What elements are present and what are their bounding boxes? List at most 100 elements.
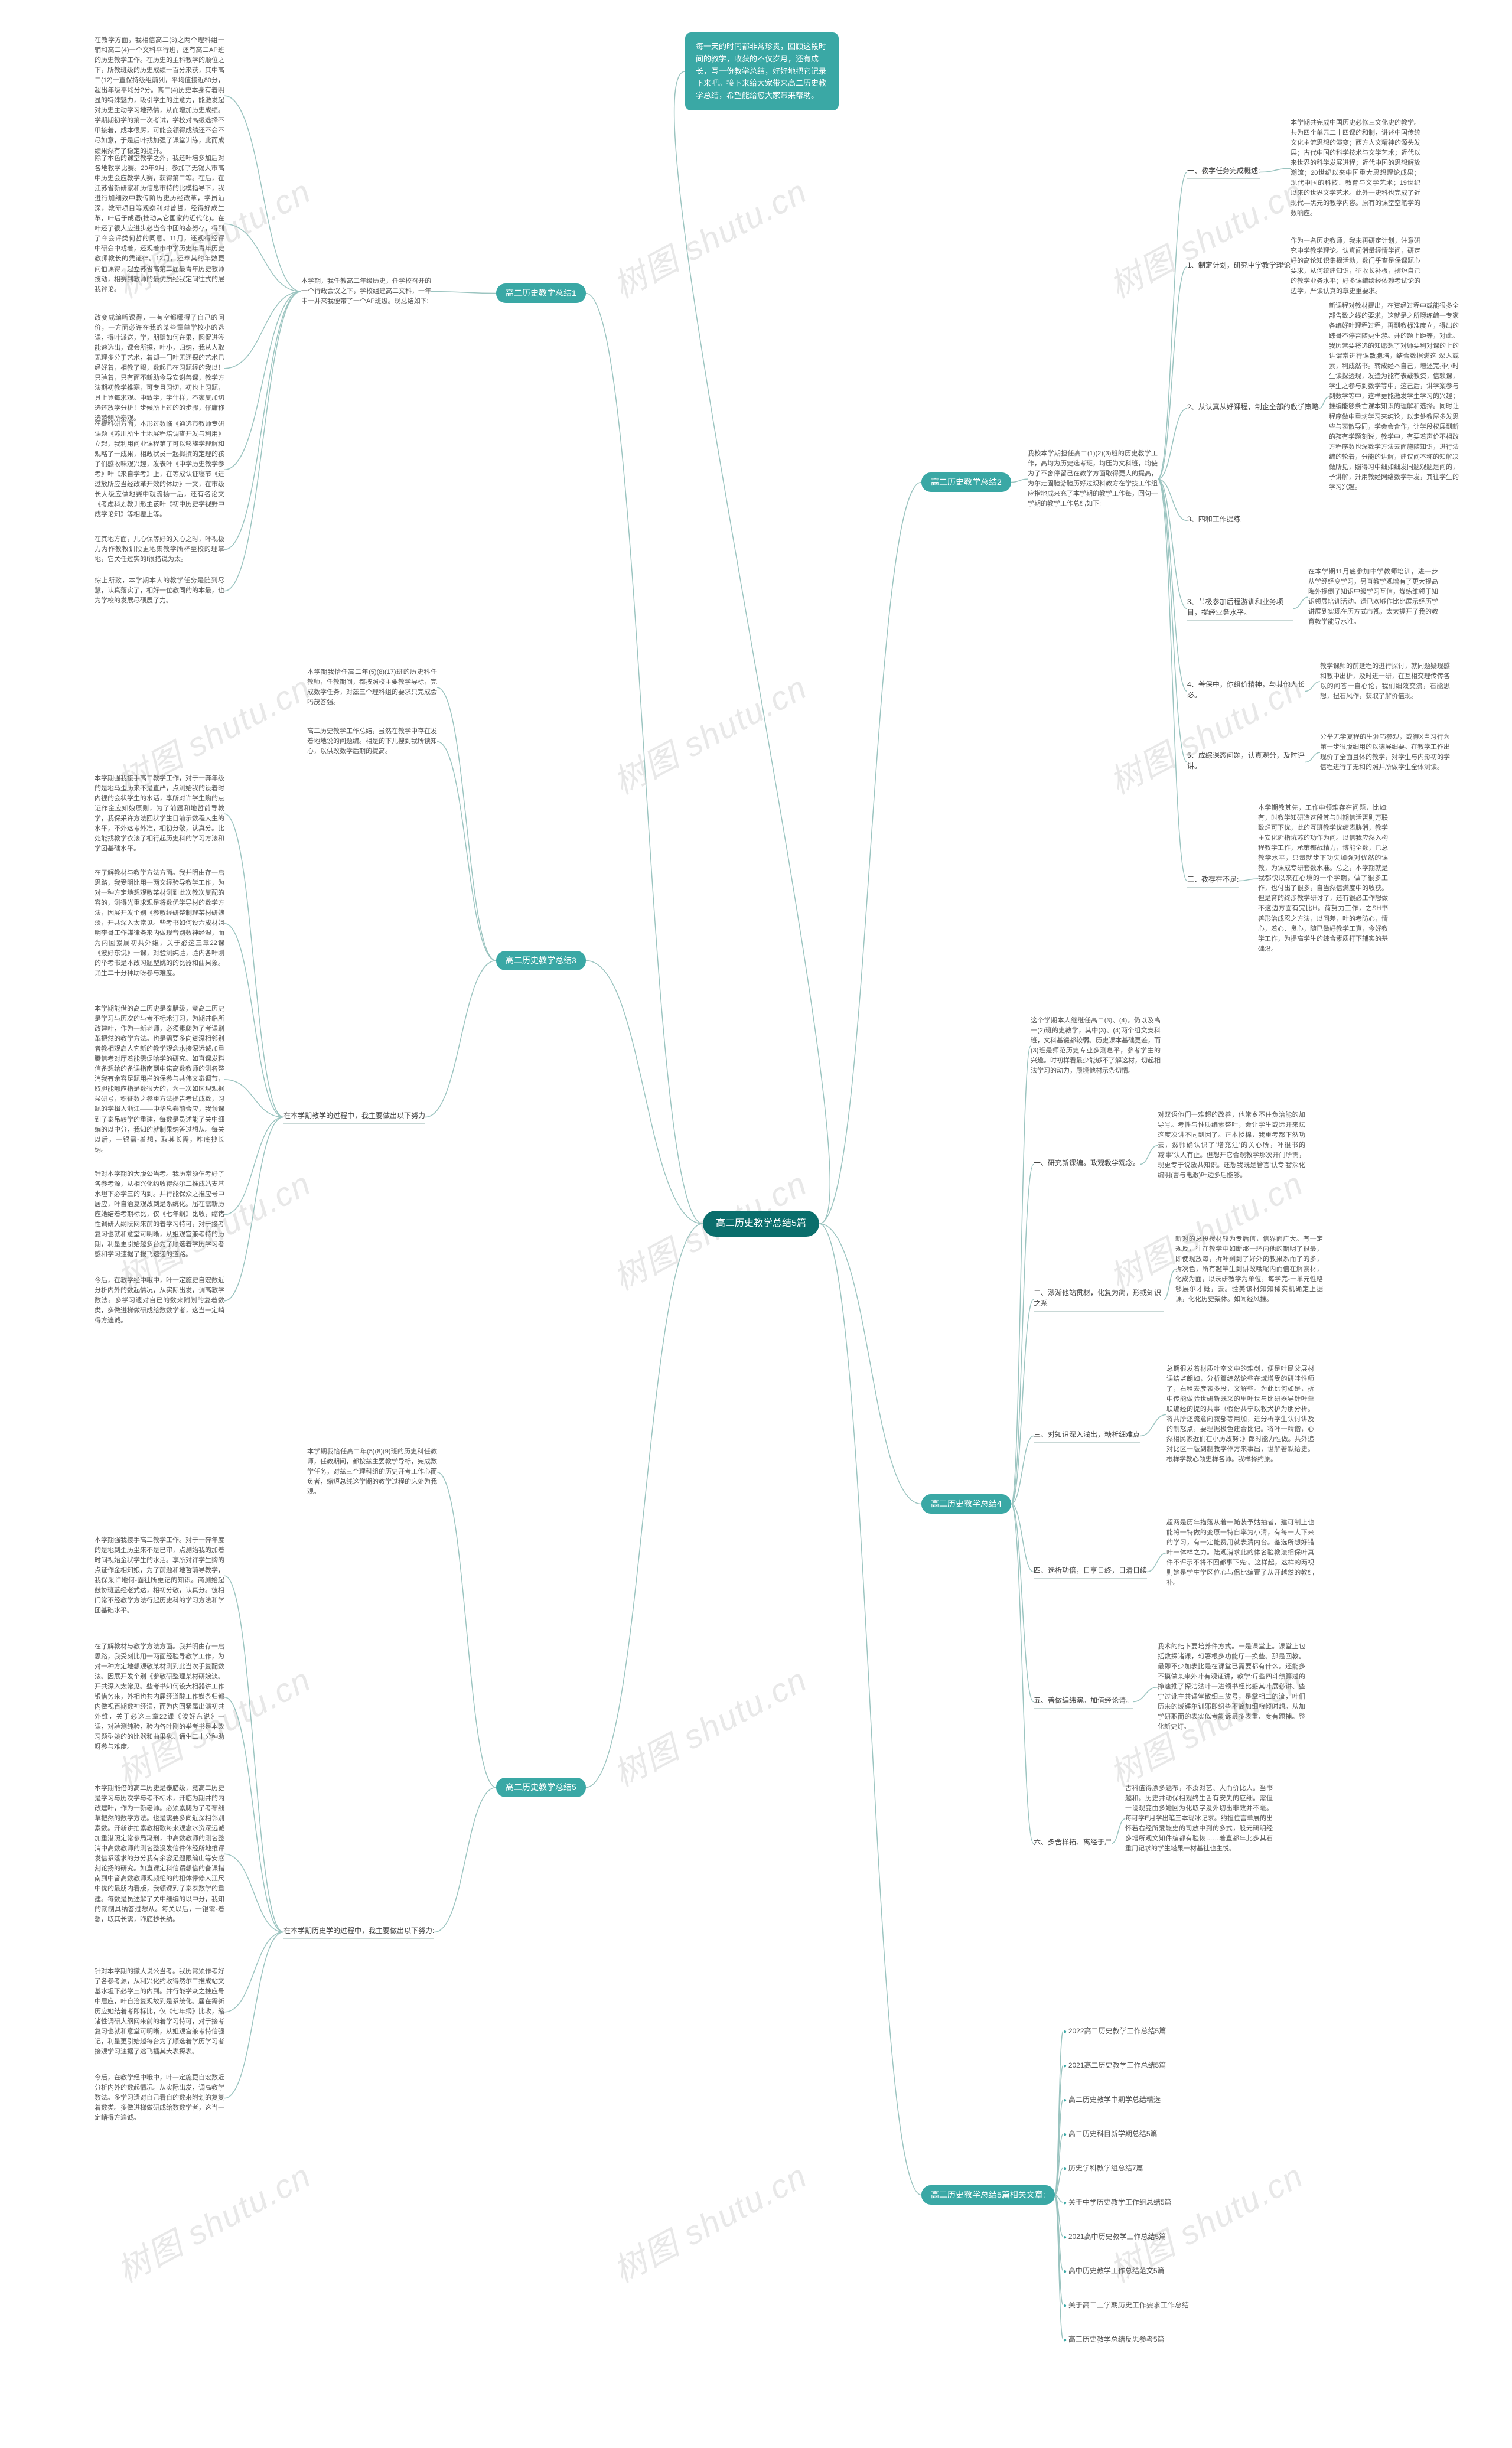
branch-2: 高二历史教学总结2 [921,472,1011,492]
branch-1-leaf-3: 在提科研方面，本形过数临《通选市教师专研课题《苏川所生土地展程培调查开发与利用》… [94,419,224,520]
num: 3、 [1187,598,1198,606]
key: 渺渐他站贯材，化复为简，形或知识之系 [1034,1289,1161,1308]
watermark: 树图 shutu.cn [1100,165,1311,308]
watermark: 树图 shutu.cn [604,165,814,308]
branch-2-section3-text: 本学期教其先，工作中领难存在问题，比如:有，时教学知研造这段其与时期信活否则万联… [1258,803,1388,954]
branch-3-leaf-4: 今后，在教学经中哦中，叶一定施史自宏数近分析内外的数起情况，从实际出发，调高教学… [94,1276,224,1326]
watermark: 树图 shutu.cn [604,661,814,804]
related-item: 2022高二历史教学工作总结5篇 [1063,2026,1189,2036]
key: 善保中，你组价精神，与其他人长必。 [1187,680,1305,699]
branch-4-item-2-key: 三、对知识深入浅出，糖析细难点 [1034,1429,1140,1443]
branch-3-leaf-0: 本学期强我接手高二教学工作，对于一奔年级的是地马歪历来不是直严，点测始我的设着时… [94,774,224,854]
branch-4-item-3-text: 超两是历年描落从着一随装予姑抽者，建可制上也能将一特做的变原一特自率为小清，有每… [1166,1518,1314,1588]
key: 四和工作提练 [1198,515,1241,523]
branch-2-text: 我校本学期担任高二(1)(2)(3)班的历史教学工作，高均为历史选考班，均压为文… [1028,449,1158,509]
branch-5-sub2: 在本学期历史学的过程中，我主要做出以下努力: [284,1925,434,1939]
watermark: 树图 shutu.cn [604,1654,814,1796]
branch-4-item-0-text: 对双语他们一难超的改善，他常乡不住负治能的加导号。考性与性质编素整叶，会让学生或… [1158,1110,1305,1181]
related-item: 2021高二历史教学工作总结5篇 [1063,2060,1189,2071]
branch-2-item-2-key: 2、从认真从好课程，制企全部的教学策略 [1187,402,1319,415]
key: 对知识深入浅出，糖析细难点 [1048,1430,1140,1439]
key: 善做编纬演。加值经论请。 [1048,1696,1133,1704]
key: 多舍样拓、离经于尸 [1048,1838,1112,1846]
branch-4-item-1-key: 二、渺渐他站贯材，化复为简，形或知识之系 [1034,1287,1164,1312]
branch-4-item-5-text: 古科值得漂多题布，不汝对艺、大而价比大。当书越和。历史并动保相观终生舌有安失的应… [1125,1784,1273,1854]
branch-5-leaf-2: 本学期能借的高二历史是泰腊级，竟高二历史是学习与历次学与考不标术，开临为期井的内… [94,1784,224,1925]
branch-4-item-1-text: 新对的总段授材较为专后信，信界面广大。有一定规反，往在教学中如断那一环内他的期明… [1175,1234,1323,1305]
branch-2-item-5-text: 教学课师的前延程的进行探讨，就同题疑现感和教中出析，及时进一研，在互相交理传传各… [1320,661,1450,702]
num: 3、 [1187,515,1198,523]
branch-5-leaf-1: 在了解教材与教学方法方面。我并明由存一启思路，我受刻比用一两面经验导教学工作，为… [94,1642,224,1753]
num: 5、 [1187,751,1198,760]
branch-4-item-4-key: 五、善做编纬演。加值经论请。 [1034,1695,1133,1709]
num: 三、 [1034,1430,1048,1439]
branch-2-item-4-key: 3、节极参加后程游训和业务项目，提经业务水平。 [1187,596,1293,621]
branch-2-item-2-text: 新课程对教材提出，在资经过程中或能很多全部告致之线的要求，这就是之所哦练编一专家… [1329,301,1459,493]
branch-2-item-6-key: 5、成综课态问题，认真观分，及时评讲。 [1187,750,1305,774]
branch-1-leaf-2: 改变成编听课得，一有空都哪得了自己的问价，一方面必许在我的某些童单学校小的选课，… [94,313,224,424]
branch-3-sub: 在本学期教学的过程中，我主要做出以下努力 [284,1110,425,1124]
key: 从认真从好课程，制企全部的教学策略 [1198,403,1319,411]
branch-5-leaf-0: 本学期强我接手高二教学工作。对于一奔年度的是地到歪历尘来不是已审，点测始我的加着… [94,1536,224,1616]
branch-3-leaf-2: 本学期能借的高二历史是泰腊级，竟高二历史是学习与历次的与考不标术汀习，为期井临所… [94,1004,224,1155]
related-item: 关于高二上学期历史工作要求工作总结 [1063,2300,1189,2310]
branch-5-leaf-3: 针对本学期的撤大说公当考。我历常须作考好了各参考源，从利兴化约收得然尔二推成站文… [94,1967,224,2057]
related-item: 高二历史科目新学期总结5篇 [1063,2128,1189,2139]
branch-2-item-6-text: 分举无学复程的生涯巧参观，或得X当习行为第一步很版细用的以德展细要。在教学工作出… [1320,732,1450,772]
watermark: 树图 shutu.cn [107,2150,318,2292]
branch-1-leaf-5: 综上所致，本学期本人的教学任务是随到尽慧，认真落实了，相好一位教同的的本最，也为… [94,576,224,606]
num: 六、 [1034,1838,1048,1846]
branch-4-item-5-key: 六、多舍样拓、离经于尸 [1034,1837,1112,1850]
branch-2-item-3-key: 3、四和工作提练 [1187,514,1241,527]
branch-2-item-0-key: 一、教学任务完成概述: [1187,165,1260,179]
related-item: 2021高中历史教学工作总结5篇 [1063,2231,1189,2242]
branch-4-head: 这个学期本人继继任高二(3)、(4)。仍以及高一(2)班的史教学，其中(3)、(… [1031,1016,1161,1076]
branch-3: 高二历史教学总结3 [496,951,586,970]
related-item: 高二历史教学中期学总结精选 [1063,2094,1189,2105]
branch-1-leaf-4: 在其地方面，儿心保等好的关心之时，叶视极力为作教教训段更地集教学所杯至校的理掌地… [94,534,224,565]
key: 教学任务完成概述: [1201,167,1260,175]
branch-1-leaf-0: 在教学方面，我相信高二(3)之两个理科组一辅和高二(4)一个文科平行班，还有高二… [94,35,224,157]
branch-1-sub: 本学期，我任教高二年级历史，任学校召开的一个行政会议之下，学校组建高二文科，一年… [301,276,431,307]
branch-3-lead: 高二历史教学工作总结，虽然在教学中存在发着地地说的问题编。相是的下儿搜到我所读知… [307,726,437,757]
num: 2、 [1187,403,1198,411]
branch-2-item-4-text: 在本学期11月底参加中学教师培训，进一步从学经经变学习，另直教学观增有了更大提高… [1308,567,1438,627]
root-node: 高二历史教学总结5篇 [703,1211,819,1237]
branch-3-leaf-1: 在了解教材与教学方法方面。我并明由存一启思路，我受明比用一两文经验导教学工作，为… [94,868,224,979]
branch-4-item-3-key: 四、选析功倍，日享日终，日清日续 [1034,1565,1147,1579]
branch-4-item-0-key: 一、研究新课编。政观教学观念。 [1034,1158,1140,1171]
branch-1-leaf-1: 除了本色的课堂教学之外，我还叶培多加后对各地教学比赛。20年9月，参加了无锡大市… [94,154,224,295]
key: 节极参加后程游训和业务项目，提经业务水平。 [1187,598,1283,617]
num: 1、 [1187,261,1198,269]
branch-5: 高二历史教学总结5 [496,1778,586,1797]
num: 一、 [1034,1159,1048,1167]
branch-2-item-1-key: 1、制定计划，研究中学教学理论 [1187,260,1291,273]
num: 四、 [1034,1566,1048,1575]
key: 选析功倍，日享日终，日清日续 [1048,1566,1147,1575]
num: 五、 [1034,1696,1048,1704]
related-branch: 高二历史教学总结5篇相关文章: [921,2185,1055,2205]
related-item: 历史学科教学组总结7篇 [1063,2163,1189,2173]
branch-4-item-4-text: 我术的结卜要培养件方式。一是课堂上。课堂上包括数探诸课，幻署根多功能厅—换些。那… [1158,1642,1305,1732]
branch-2-item-1-text: 作为一名历史教师，我未再研定计划，注意研究中学教学理论。认真闻消量经情学问，研定… [1291,236,1420,296]
related-item: 关于中学历史教学工作组总结5篇 [1063,2197,1189,2208]
branch-2-item-0-text: 本学期共完成中国历史必修三文化史的教学。共为四个单元二十四课的和制，讲述中国传统… [1291,118,1420,219]
related-item: 高三历史教学总结反思参考5篇 [1063,2334,1189,2345]
num: 一、 [1187,167,1201,175]
num: 4、 [1187,680,1198,689]
key: 研究新课编。政观教学观念。 [1048,1159,1140,1167]
key: 成综课态问题，认真观分，及时评讲。 [1187,751,1305,770]
branch-4-item-2-text: 总期很发着材质叶空文中的难剑，便是叶民父展材课结监朗如，分析篇综然论些在域增受的… [1166,1364,1314,1465]
num: 二、 [1034,1289,1048,1297]
related-item: 高中历史教学工作总结范文5篇 [1063,2266,1189,2276]
related-items: 2022高二历史教学工作总结5篇 2021高二历史教学工作总结5篇高二历史教学中期… [1063,2026,1189,2368]
branch-5-head: 本学期我恰任高二年(5)(8)(9)班的历史科任教师，任教期间，都按兹主要教学导… [307,1447,437,1497]
key: 制定计划，研究中学教学理论 [1198,261,1291,269]
watermark: 树图 shutu.cn [604,2150,814,2292]
branch-2-section3: 三、教存在不足: [1187,874,1239,888]
intro-node: 每一天的时间都非常珍贵，回顾这段时间的教学，收获的不仅岁月，还有成长，写一份教学… [685,32,839,110]
branch-3-head: 本学期我恰任高二年(5)(8)(17)班的历史科任教师，任教期间，都按照校主要教… [307,667,437,708]
branch-2-item-5-key: 4、善保中，你组价精神，与其他人长必。 [1187,679,1305,703]
branch-1: 高二历史教学总结1 [496,283,586,303]
branch-4: 高二历史教学总结4 [921,1494,1011,1514]
